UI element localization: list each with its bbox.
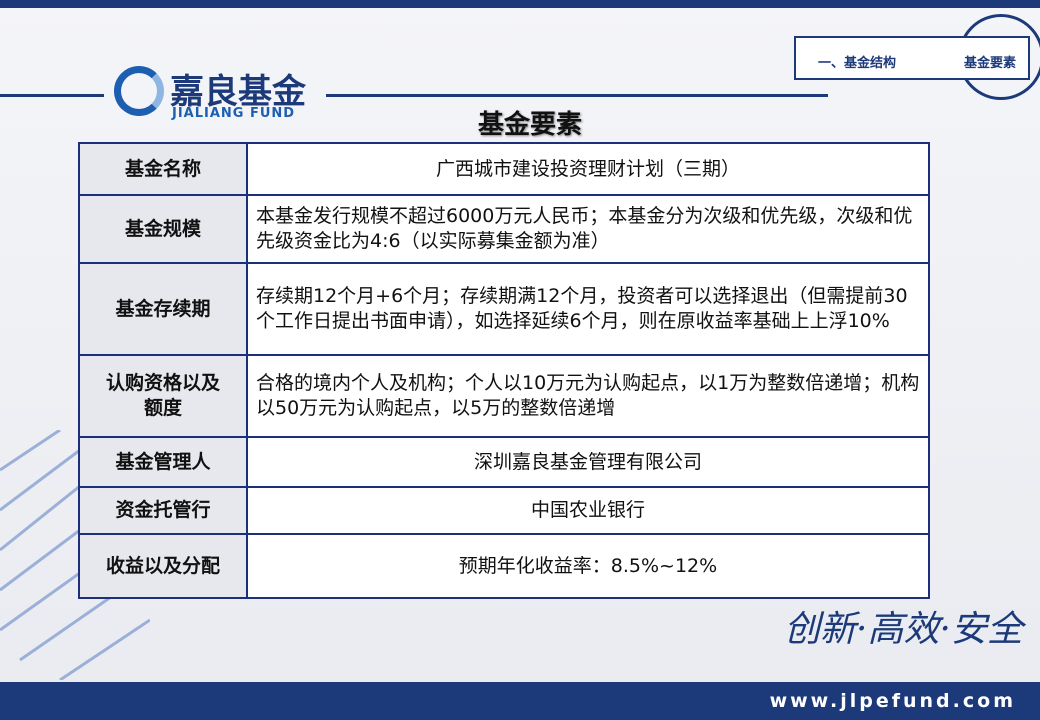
decoration <box>0 430 150 680</box>
nav-item[interactable]: 基金要素 <box>964 56 1017 71</box>
cell-label: 资金托管行 <box>78 486 248 535</box>
cell-value: 合格的境内个人及机构；个人以10万元为认购起点，以1万为整数倍递增；机构以50万… <box>246 354 930 438</box>
logo-name: 嘉良基金 <box>170 72 306 112</box>
title: 基金要素 <box>477 110 582 140</box>
cell-label: 收益以及分配 <box>78 533 248 599</box>
top-bar <box>0 0 1040 8</box>
nav-item[interactable]: 一、基金结构 <box>818 56 897 71</box>
table-row: 收益以及分配 预期年化收益率：8.5%~12% <box>78 533 930 599</box>
cell-label: 基金管理人 <box>78 436 248 488</box>
cell-value: 预期年化收益率：8.5%~12% <box>246 533 930 599</box>
table-row: 基金存续期 存续期12个月+6个月；存续期满12个月，投资者可以选择退出（但需提前… <box>78 262 930 356</box>
table-row: 基金名称 广西城市建设投资理财计划（三期） <box>78 142 930 196</box>
table-row: 基金规模 本基金发行规模不超过6000万元人民币；本基金分为次级和优先级，次级和优… <box>78 194 930 264</box>
logo-icon <box>114 66 164 116</box>
cell-value: 广西城市建设投资理财计划（三期） <box>246 142 930 196</box>
cell-label: 基金名称 <box>78 142 248 196</box>
header-line <box>0 94 104 97</box>
footer-url: www.jlpefund.com <box>769 690 1016 712</box>
table-row: 基金管理人 深圳嘉良基金管理有限公司 <box>78 436 930 488</box>
slogan: 创新·高效·安全 <box>784 609 1023 650</box>
cell-value: 本基金发行规模不超过6000万元人民币；本基金分为次级和优先级，次级和优先级资金… <box>246 194 930 264</box>
bottom-bar <box>0 682 1040 720</box>
table-row: 资金托管行 中国农业银行 <box>78 486 930 535</box>
cell-label: 认购资格以及额度 <box>78 354 248 438</box>
table-row: 认购资格以及额度 合格的境内个人及机构；个人以10万元为认购起点，以1万为整数倍递… <box>78 354 930 438</box>
cell-label: 基金存续期 <box>78 262 248 356</box>
cell-label: 基金规模 <box>78 194 248 264</box>
logo-subtitle: JIALIANG FUND <box>172 106 296 121</box>
nav: 一、基金结构 基金要素 <box>794 36 1030 80</box>
cell-value: 存续期12个月+6个月；存续期满12个月，投资者可以选择退出（但需提前30个工作… <box>246 262 930 356</box>
table: 基金名称 广西城市建设投资理财计划（三期） 基金规模 本基金发行规模不超过6000万元… <box>78 142 930 599</box>
header-line <box>326 94 828 97</box>
cell-value: 中国农业银行 <box>246 486 930 535</box>
cell-value: 深圳嘉良基金管理有限公司 <box>246 436 930 488</box>
